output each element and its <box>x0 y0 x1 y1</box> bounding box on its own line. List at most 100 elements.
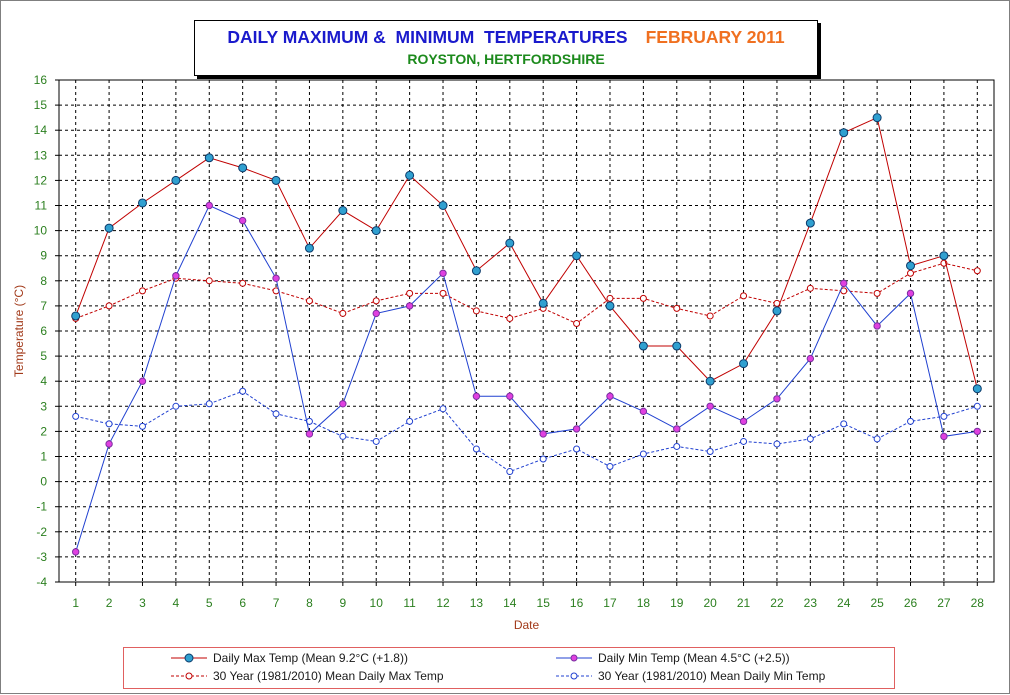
series-max-point <box>338 206 348 216</box>
series-max-normal-point <box>239 279 247 287</box>
chart-title: DAILY MAXIMUM & MINIMUM TEMPERATURES FEBR… <box>195 27 817 48</box>
series-max-point <box>171 175 181 185</box>
x-tick-label: 18 <box>637 596 651 610</box>
plot-area <box>58 79 995 583</box>
series-min-point <box>906 289 915 298</box>
series-min-normal-point <box>740 437 748 445</box>
series-max-point <box>405 170 415 180</box>
series-min-point <box>238 216 247 225</box>
series-min-normal-point <box>606 463 614 471</box>
series-min-normal-point <box>439 405 447 413</box>
series-min-point <box>339 400 347 408</box>
series-max-normal-point <box>673 304 681 312</box>
series-min-normal-point <box>506 468 514 476</box>
series-max <box>71 113 982 394</box>
series-max-point <box>471 266 481 276</box>
series-max-point <box>71 311 81 321</box>
series-max-point <box>104 223 114 233</box>
series-min-normal-point <box>406 417 414 425</box>
x-tick-label: 11 <box>403 596 416 610</box>
series-min-point <box>940 432 948 441</box>
y-tick-label: 0 <box>40 475 47 489</box>
x-tick-label: 22 <box>770 596 784 610</box>
series-max-normal-point <box>573 319 581 327</box>
legend-swatch-min-normal <box>556 672 592 680</box>
series-min-normal-point <box>138 422 146 430</box>
y-tick-label: 4 <box>40 374 47 388</box>
legend-swatch-max-normal <box>171 672 207 680</box>
y-tick-label: -2 <box>36 525 47 539</box>
series-min <box>71 201 982 556</box>
y-tick-label: 1 <box>40 450 47 464</box>
x-tick-label: 13 <box>470 596 484 610</box>
series-min-point <box>372 309 380 318</box>
series-max-point <box>371 226 381 236</box>
series-min-normal-point <box>840 420 848 428</box>
series-max-point <box>572 251 582 261</box>
series-max-point <box>438 201 448 210</box>
title-main: DAILY MAXIMUM & MINIMUM TEMPERATURES <box>227 27 628 47</box>
series-max-normal-point <box>205 277 213 285</box>
legend-label-max: Daily Max Temp (Mean 9.2°C (+1.8)) <box>213 651 408 665</box>
series-min-normal-point <box>105 420 113 428</box>
series-min-point <box>840 279 848 288</box>
series-min-point <box>105 440 113 448</box>
x-tick-label: 23 <box>804 596 818 610</box>
series-max-normal-point <box>472 307 480 315</box>
y-tick-label: 15 <box>34 98 48 112</box>
x-tick-label: 27 <box>937 596 951 610</box>
x-tick-label: 8 <box>306 596 313 610</box>
series-max-normal-point <box>105 302 113 310</box>
series-min-normal-point <box>72 412 80 420</box>
series-min-point <box>572 425 581 433</box>
series-max-point <box>906 261 916 271</box>
series-max-point <box>638 341 648 351</box>
series-max-point <box>839 128 849 138</box>
y-tick-label: 10 <box>34 224 48 238</box>
legend-label-max-normal: 30 Year (1981/2010) Mean Daily Max Temp <box>213 669 444 683</box>
series-max-point <box>972 384 982 394</box>
series-min-normal-point <box>673 442 681 450</box>
series-min-line <box>75 204 978 553</box>
series-min-normal-point <box>472 445 480 453</box>
series-max-normal-point <box>706 312 714 320</box>
series-min-point <box>172 272 180 280</box>
series-max-point <box>271 175 281 185</box>
x-tick-label: 4 <box>173 596 180 610</box>
series-max-point <box>772 306 782 316</box>
x-tick-label: 28 <box>971 596 985 610</box>
series-min-normal-point <box>339 432 347 440</box>
series-max-line <box>75 116 978 389</box>
x-tick-label: 2 <box>106 596 113 610</box>
title-box: DAILY MAXIMUM & MINIMUM TEMPERATURES FEBR… <box>194 20 818 76</box>
series-min-normal-point <box>539 455 547 463</box>
x-tick-label: 21 <box>737 596 751 610</box>
y-tick-label: 8 <box>40 274 47 288</box>
series-max-normal-point <box>439 289 447 297</box>
series-max-point <box>739 359 749 369</box>
y-tick-label: 13 <box>34 148 48 162</box>
series-min-normal-point <box>973 402 981 410</box>
series-min-point <box>806 354 815 363</box>
x-tick-label: 16 <box>570 596 584 610</box>
series-max-normal-point <box>907 269 915 277</box>
series-max-point <box>939 251 949 261</box>
y-tick-label: -1 <box>36 500 47 514</box>
x-tick-label: 25 <box>870 596 884 610</box>
series-min-point <box>272 274 280 282</box>
series-min-normal-point <box>372 437 380 445</box>
y-tick-label: 6 <box>40 324 47 338</box>
x-tick-label: 6 <box>239 596 246 610</box>
series-min-normal-point <box>172 402 180 410</box>
title-month: FEBRUARY 2011 <box>645 27 785 47</box>
y-tick-label: -3 <box>36 550 47 564</box>
y-tick-label: 5 <box>40 349 47 363</box>
series-min-normal-point <box>706 447 714 455</box>
series-max-normal-point <box>339 309 347 317</box>
series-min-normal <box>72 387 981 476</box>
series-min-point <box>606 392 614 400</box>
x-tick-label: 12 <box>436 596 450 610</box>
series-max-normal-line <box>75 262 978 325</box>
